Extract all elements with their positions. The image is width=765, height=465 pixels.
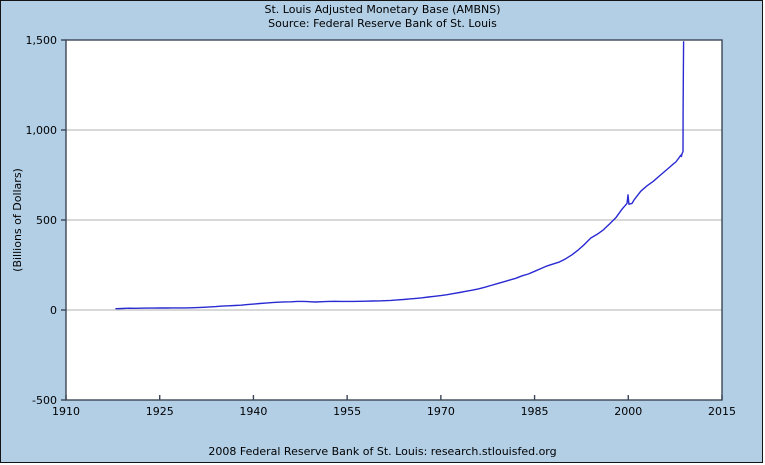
y-tick-label: 500 [36,214,57,227]
y-tick-label: 0 [50,304,57,317]
data-line [115,41,685,310]
y-tick-label: -500 [32,394,57,407]
x-tick-label: 2015 [708,405,736,418]
x-tick-label: 1910 [52,405,80,418]
chart-title: St. Louis Adjusted Monetary Base (AMBNS) [264,3,501,16]
chart-subtitle: Source: Federal Reserve Bank of St. Loui… [268,17,497,30]
chart-footer: 2008 Federal Reserve Bank of St. Louis: … [208,445,557,458]
y-axis-title: (Billions of Dollars) [11,168,24,272]
y-tick-label: 1,000 [26,124,58,137]
x-tick-label: 1985 [521,405,549,418]
x-tick-label: 1970 [427,405,455,418]
chart-header: St. Louis Adjusted Monetary Base (AMBNS)… [0,3,765,31]
x-tick-label: 1925 [146,405,174,418]
x-tick-label: 1940 [239,405,267,418]
x-tick-label: 2000 [614,405,642,418]
y-tick-label: 1,500 [26,34,58,47]
x-tick-label: 1955 [333,405,361,418]
